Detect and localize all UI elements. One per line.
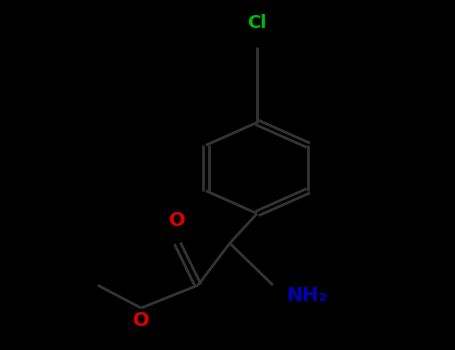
Text: O: O	[133, 311, 149, 330]
Text: NH₂: NH₂	[287, 286, 328, 305]
Text: O: O	[169, 211, 186, 230]
Text: Cl: Cl	[248, 14, 267, 32]
